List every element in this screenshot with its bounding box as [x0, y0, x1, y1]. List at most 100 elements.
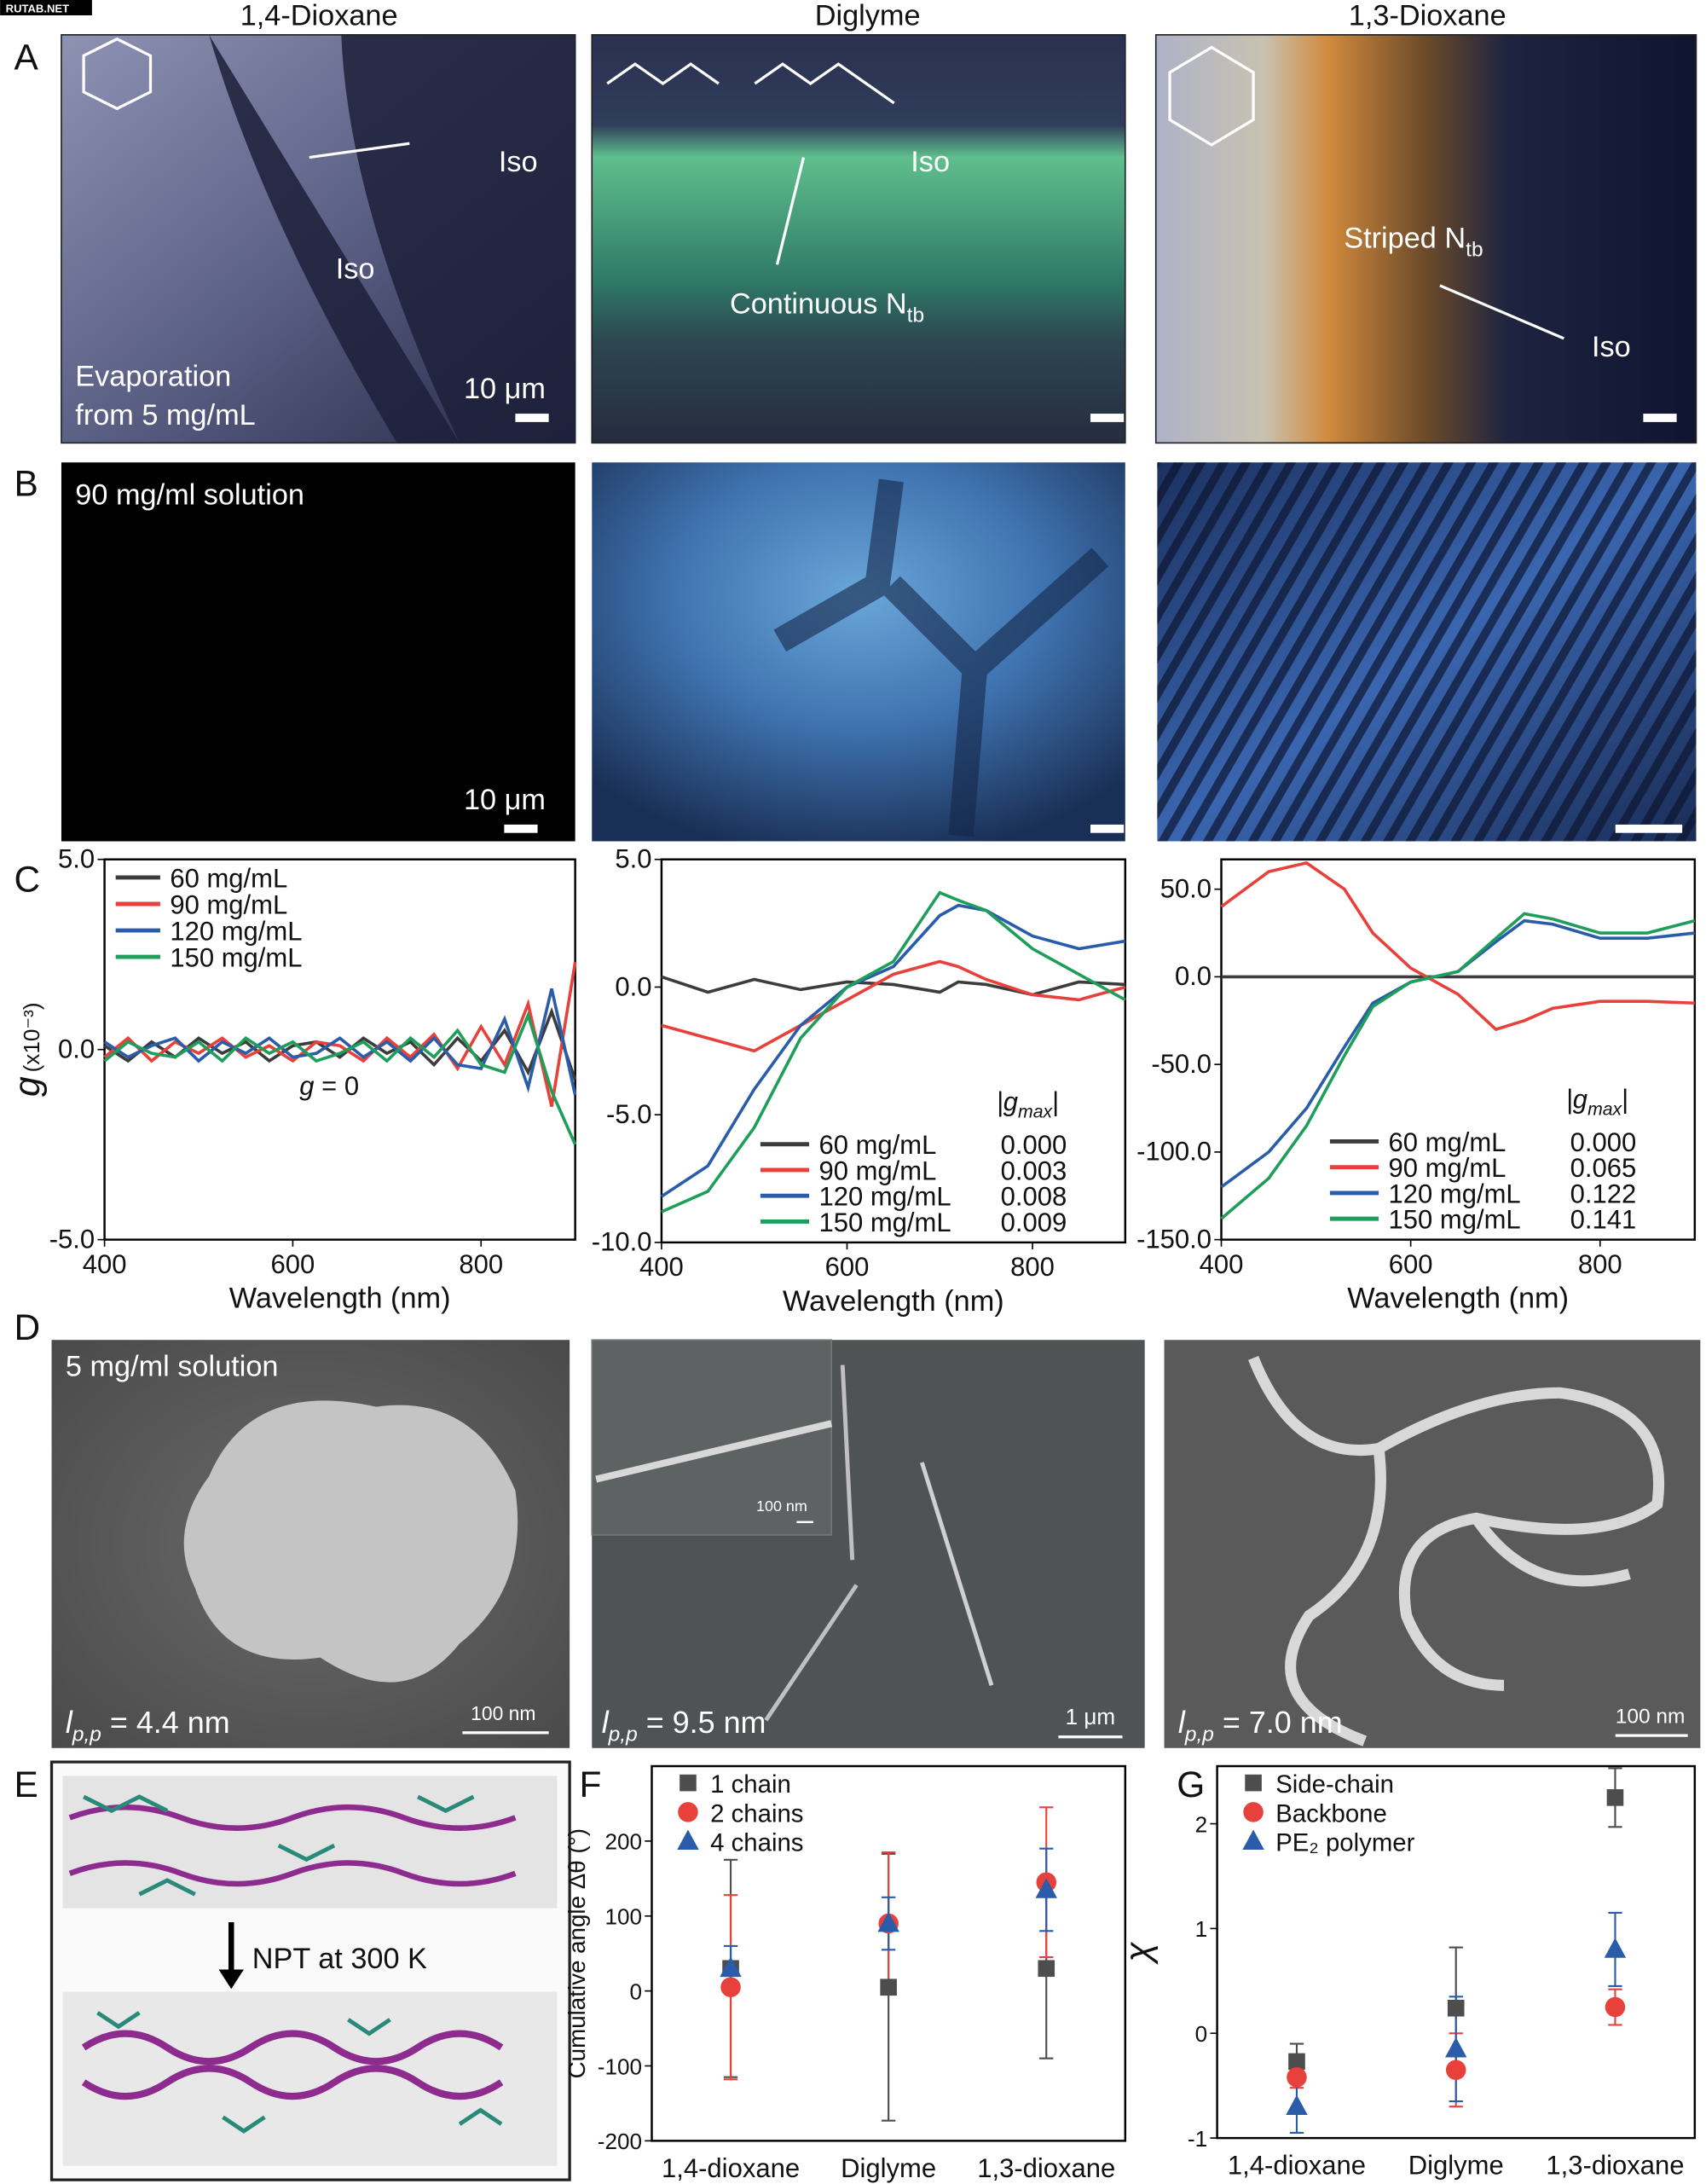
- legend-label: 60 mg/mL: [1389, 1127, 1506, 1157]
- panel-letter: B: [14, 463, 38, 503]
- arrow: [1439, 284, 1564, 340]
- y-tick-label: -150.0: [1136, 1224, 1212, 1254]
- molecule: [1168, 45, 1255, 147]
- marker: [1038, 1960, 1055, 1978]
- label: Continuous Ntb: [730, 287, 924, 327]
- y-axis-label: χ: [1118, 1942, 1158, 1966]
- y-tick-label: -5.0: [606, 1099, 651, 1129]
- plot-frame: [651, 1764, 1127, 2142]
- legend-value: 0.065: [1570, 1153, 1637, 1183]
- legend-value: 0.000: [1570, 1127, 1637, 1157]
- data-line: [661, 975, 1125, 997]
- panel-letter: D: [14, 1307, 40, 1347]
- legend-marker: [1242, 1829, 1264, 1851]
- label: Iso: [499, 146, 538, 178]
- label-text: Continuous N: [730, 287, 907, 320]
- data-line: [1220, 860, 1695, 1032]
- marker: [1605, 1996, 1626, 2018]
- scale-bar: [515, 414, 549, 422]
- column-header: 1,3-Dioxane: [1349, 0, 1506, 32]
- column-header: 1,4-Dioxane: [240, 0, 398, 32]
- y-tick-label: 5.0: [58, 844, 95, 874]
- x-tick-label: 800: [1010, 1252, 1055, 1282]
- legend-label: 90 mg/mL: [170, 889, 287, 919]
- y-tick-label: -100: [598, 2054, 642, 2079]
- panel-letter: E: [14, 1764, 38, 1805]
- legend-label: 150 mg/mL: [1389, 1205, 1521, 1235]
- scale-bar: [1090, 824, 1125, 833]
- y-tick-label: 50.0: [1160, 873, 1212, 903]
- fiber: [595, 1420, 833, 1483]
- panel-letter: C: [14, 859, 40, 899]
- x-tick-label: 1,4-dioxane: [662, 2153, 800, 2183]
- x-tick-label: 1,3-dioxane: [977, 2153, 1115, 2183]
- y-tick-label: -50.0: [1151, 1049, 1212, 1079]
- x-tick-label: Diglyme: [841, 2153, 936, 2183]
- marker: [720, 1977, 741, 1997]
- marker: [1447, 1999, 1465, 2017]
- y-tick-label: 0.0: [1175, 961, 1212, 991]
- label: lp,p = 9.5 nm: [602, 1705, 766, 1747]
- column-header: Diglyme: [815, 0, 921, 32]
- label-symbol: l: [66, 1705, 73, 1740]
- y-axis-symbol: χ: [1118, 1942, 1158, 1966]
- label-sub: p,p: [608, 1723, 638, 1747]
- y-axis-label: g (x10⁻³): [7, 1002, 47, 1097]
- label-sub: p,p: [1184, 1723, 1214, 1747]
- label: from 5 mg/mL: [75, 399, 255, 432]
- x-tick-label: Diglyme: [1408, 2151, 1504, 2181]
- legend-label: 120 mg/mL: [170, 916, 302, 946]
- legend-title-text: |: [1052, 1087, 1059, 1117]
- y-tick-label: 0: [630, 1978, 643, 2004]
- scale-bar: [1090, 414, 1125, 422]
- label-symbol: l: [1178, 1705, 1186, 1740]
- plot-frame: [1220, 858, 1697, 1241]
- legend-title-text: |g: [997, 1087, 1018, 1117]
- label: 5 mg/ml solution: [66, 1351, 279, 1383]
- label: Iso: [1592, 331, 1631, 363]
- legend-label: PE₂ polymer: [1275, 1829, 1414, 1857]
- scale-bar: [462, 1731, 549, 1735]
- label-sub: p,p: [72, 1723, 101, 1747]
- label: Striped Ntb: [1344, 223, 1483, 262]
- inset: [591, 1339, 833, 1536]
- legend-title: |gmax|: [1566, 1084, 1628, 1119]
- scale-bar: [796, 1521, 813, 1524]
- panel-letter: F: [580, 1764, 602, 1805]
- marker: [877, 1911, 899, 1932]
- molecule: [82, 37, 153, 111]
- legend-marker: [1243, 1802, 1264, 1822]
- texture: [209, 34, 575, 443]
- fiber: [764, 1584, 859, 1722]
- aggregate: [183, 1400, 518, 1683]
- x-axis-label: Wavelength (nm): [229, 1283, 451, 1315]
- x-tick-label: 600: [1389, 1249, 1433, 1279]
- label: 90 mg/ml solution: [75, 478, 304, 511]
- panel-letter: G: [1177, 1764, 1205, 1805]
- fiber: [920, 1462, 994, 1687]
- legend-value: 0.009: [1001, 1208, 1067, 1237]
- marker: [1035, 1878, 1057, 1898]
- arrow: [775, 157, 806, 265]
- legend-label: 60 mg/mL: [818, 1130, 936, 1160]
- data-line: [660, 903, 1126, 1198]
- x-axis-label: Wavelength (nm): [783, 1285, 1004, 1318]
- legend-value: 0.008: [1001, 1182, 1067, 1212]
- legend-label: 60 mg/mL: [170, 863, 287, 893]
- y-tick-label: 2: [1195, 1811, 1208, 1837]
- y-tick-label: 0.0: [615, 971, 651, 1001]
- micrograph: [591, 34, 1126, 444]
- legend-marker: [1245, 1774, 1262, 1792]
- micrograph: [1154, 34, 1697, 444]
- legend-label: 90 mg/mL: [1389, 1153, 1506, 1183]
- legend-title-sub: max: [1018, 1103, 1053, 1122]
- label-text: = 4.4 nm: [101, 1705, 230, 1740]
- annotation-text: = 0: [315, 1071, 360, 1101]
- scale-label: 100 nm: [471, 1702, 535, 1724]
- x-tick-label: 1,3-dioxane: [1546, 2151, 1684, 2181]
- watermark-bg: [0, 0, 92, 15]
- marker: [1604, 1938, 1627, 1958]
- micrograph: [1164, 1340, 1701, 1748]
- micrograph: [592, 462, 1125, 842]
